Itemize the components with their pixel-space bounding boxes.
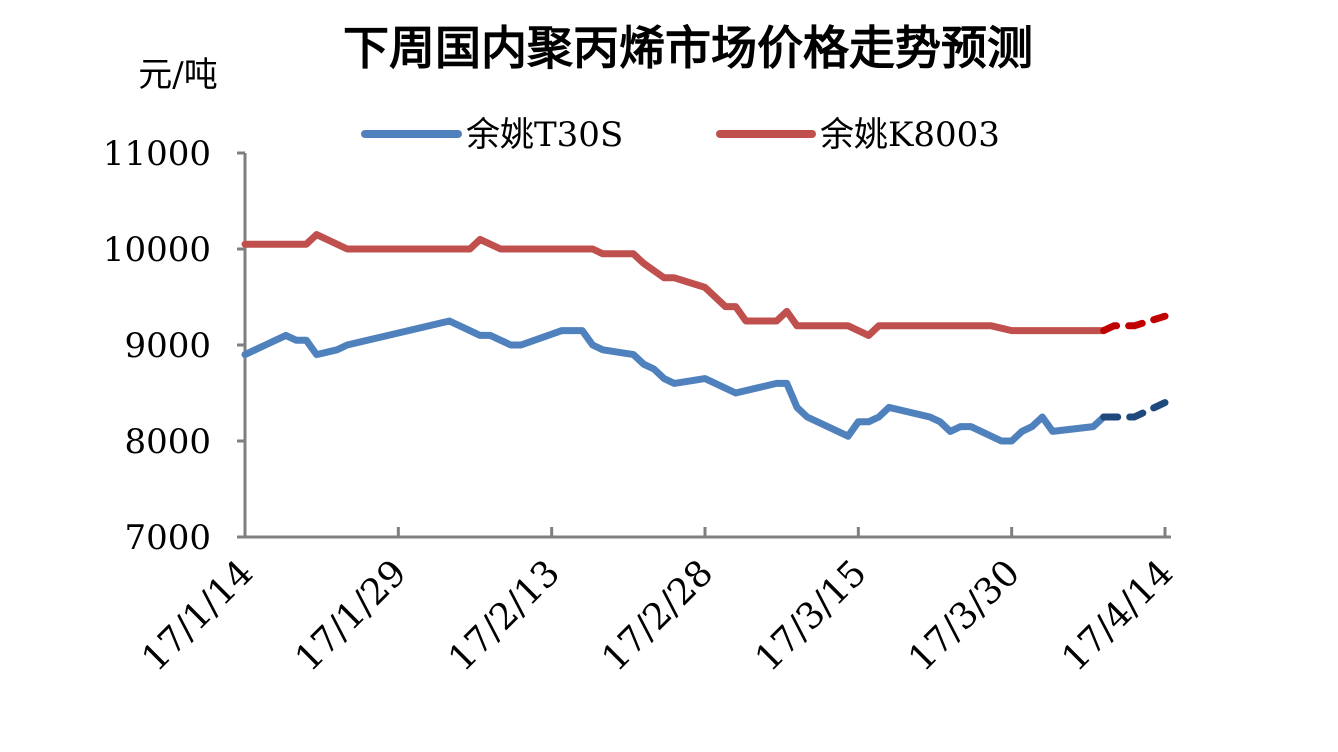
- y-tick-label: 7000: [124, 518, 211, 558]
- x-tick-label: 17/1/14: [134, 552, 261, 679]
- y-axis-unit: 元/吨: [138, 55, 217, 95]
- x-tick-label: 17/4/14: [1054, 552, 1181, 679]
- legend-label-t30s: 余姚T30S: [466, 115, 623, 155]
- y-tick-label: 9000: [124, 326, 211, 366]
- y-tick-label: 10000: [103, 230, 211, 270]
- x-tick-label: 17/2/28: [594, 552, 721, 679]
- series-forecast-line-1: [1100, 312, 1169, 335]
- x-tick-label: 17/3/15: [748, 552, 875, 679]
- x-tick-label: 17/1/29: [288, 552, 415, 679]
- series-line-1: [241, 231, 1108, 339]
- series-forecast-line-0: [1100, 399, 1169, 421]
- y-tick-label: 11000: [103, 134, 211, 174]
- x-tick-label: 17/3/30: [901, 552, 1028, 679]
- y-tick-label: 8000: [124, 422, 211, 462]
- series-line-0: [241, 317, 1108, 445]
- x-tick-label: 17/2/13: [441, 552, 568, 679]
- chart-title: 下周国内聚丙烯市场价格走势预测: [343, 21, 1033, 75]
- legend-label-k8003: 余姚K8003: [820, 115, 1000, 155]
- legend: 余姚T30S 余姚K8003: [361, 115, 1000, 155]
